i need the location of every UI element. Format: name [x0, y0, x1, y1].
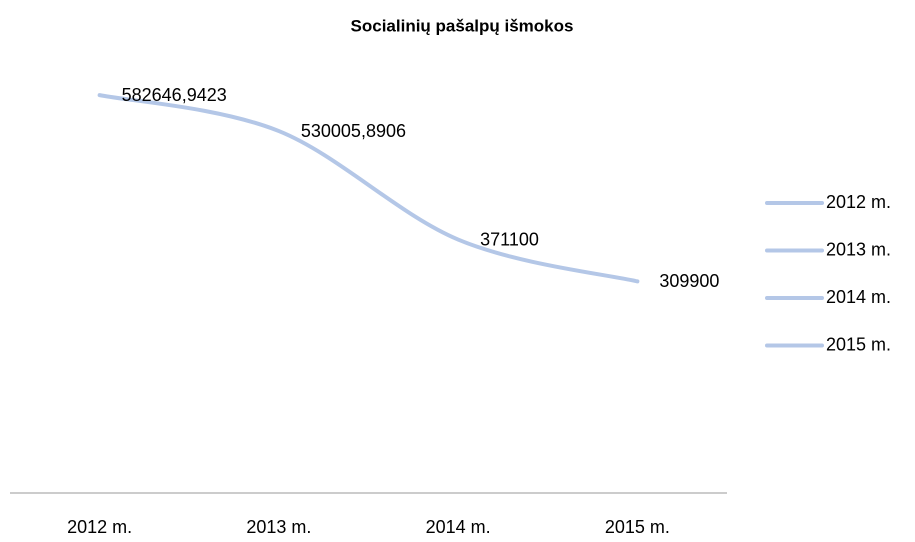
data-label: 309900	[659, 271, 719, 291]
data-label: 530005,8906	[301, 121, 406, 141]
x-tick-label: 2012 m.	[67, 517, 132, 537]
data-label: 582646,9423	[122, 85, 227, 105]
chart-title: Socialinių pašalpų išmokos	[351, 16, 574, 35]
line	[97, 93, 640, 284]
x-tick-label: 2014 m.	[426, 517, 491, 537]
x-tick-label: 2013 m.	[246, 517, 311, 537]
data-label: 371100	[480, 229, 539, 249]
x-tick-label: 2015 m.	[605, 517, 670, 537]
legend-label: 2013 m.	[826, 239, 891, 259]
legend-label: 2014 m.	[826, 287, 891, 307]
legend-label: 2015 m.	[826, 334, 891, 354]
legend-label: 2012 m.	[826, 192, 891, 212]
